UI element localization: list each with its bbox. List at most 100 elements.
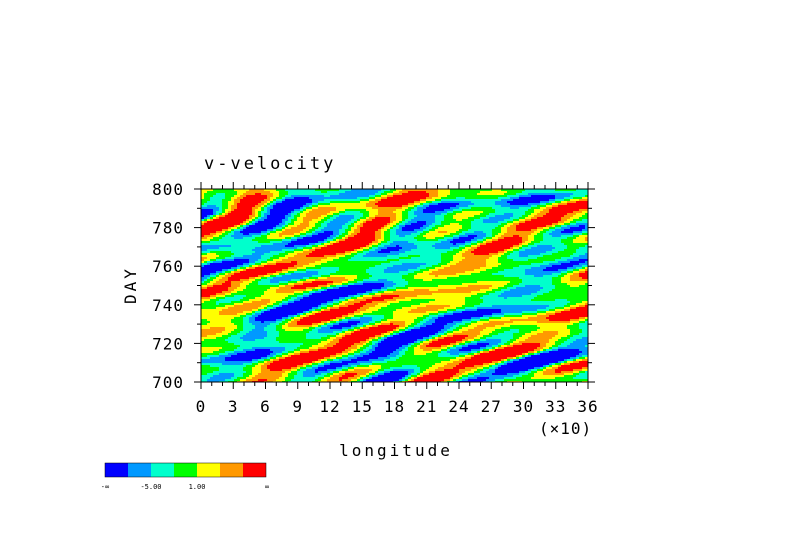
field-cell [387, 265, 391, 268]
field-cell [564, 195, 568, 198]
field-cell [324, 245, 328, 248]
field-cell [525, 209, 529, 212]
field-cell [207, 225, 211, 228]
field-cell [429, 201, 433, 204]
field-cell [372, 219, 376, 222]
field-cell [339, 209, 343, 212]
field-cell [360, 253, 364, 256]
field-cell [423, 261, 427, 264]
field-cell [366, 219, 370, 222]
field-cell [303, 195, 307, 198]
field-cell [240, 207, 244, 210]
field-cell [408, 245, 412, 248]
field-cell [378, 251, 382, 254]
field-cell [549, 231, 553, 234]
field-cell [567, 225, 571, 228]
field-cell [402, 189, 406, 192]
field-cell [453, 245, 457, 248]
field-cell [432, 223, 436, 226]
field-cell [564, 253, 568, 256]
field-cell [324, 255, 328, 258]
field-cell [210, 265, 214, 268]
field-cell [471, 265, 475, 268]
field-cell [405, 217, 409, 220]
field-cell [234, 191, 238, 194]
field-cell [426, 231, 430, 234]
field-cell [243, 251, 247, 254]
field-cell [204, 213, 208, 216]
field-cell [459, 211, 463, 214]
field-cell [435, 223, 439, 226]
field-cell [378, 249, 382, 252]
field-cell [510, 241, 514, 244]
field-cell [555, 257, 559, 260]
field-cell [279, 251, 283, 254]
field-cell [213, 195, 217, 198]
field-cell [582, 225, 586, 228]
field-cell [294, 189, 298, 192]
field-cell [363, 197, 367, 200]
field-cell [444, 209, 448, 212]
field-cell [504, 227, 508, 230]
field-cell [387, 239, 391, 242]
field-cell [306, 221, 310, 224]
field-cell [201, 225, 205, 228]
field-cell [414, 199, 418, 202]
field-cell [510, 189, 514, 192]
field-cell [315, 253, 319, 256]
field-cell [210, 253, 214, 256]
field-cell [450, 217, 454, 220]
field-cell [261, 249, 265, 252]
field-cell [411, 243, 415, 246]
field-cell [480, 215, 484, 218]
field-cell [459, 197, 463, 200]
field-cell [423, 255, 427, 258]
field-cell [417, 261, 421, 264]
field-cell [441, 229, 445, 232]
field-cell [288, 259, 292, 262]
field-cell [519, 243, 523, 246]
field-cell [429, 241, 433, 244]
field-cell [465, 209, 469, 212]
field-cell [345, 259, 349, 262]
field-cell [441, 261, 445, 264]
field-cell [435, 191, 439, 194]
field-cell [207, 245, 211, 248]
field-cell [318, 233, 322, 236]
field-cell [231, 207, 235, 210]
field-cell [438, 189, 442, 192]
field-cell [486, 227, 490, 230]
field-cell [213, 241, 217, 244]
field-cell [507, 251, 511, 254]
field-cell [210, 205, 214, 208]
field-cell [261, 215, 265, 218]
field-cell [513, 257, 517, 260]
field-cell [513, 247, 517, 250]
field-cell [444, 231, 448, 234]
field-cell [357, 215, 361, 218]
field-cell [513, 231, 517, 234]
field-cell [285, 233, 289, 236]
field-cell [306, 261, 310, 264]
field-cell [243, 231, 247, 234]
field-cell [264, 245, 268, 248]
field-cell [375, 257, 379, 260]
field-cell [249, 265, 253, 268]
field-cell [333, 263, 337, 266]
field-cell [462, 189, 466, 192]
field-cell [384, 259, 388, 262]
field-cell [393, 253, 397, 256]
field-cell [360, 239, 364, 242]
field-cell [390, 239, 394, 242]
field-cell [441, 205, 445, 208]
field-cell [447, 259, 451, 262]
field-cell [522, 227, 526, 230]
field-cell [531, 239, 535, 242]
field-cell [402, 235, 406, 238]
field-cell [327, 227, 331, 230]
field-cell [216, 243, 220, 246]
field-cell [294, 255, 298, 258]
field-cell [279, 217, 283, 220]
field-cell [576, 219, 580, 222]
field-cell [222, 241, 226, 244]
